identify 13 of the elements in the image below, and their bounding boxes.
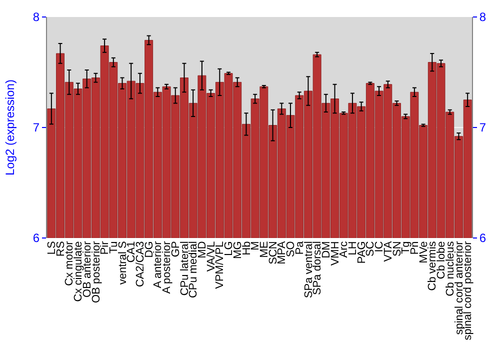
y-tick-label: 6 (32, 231, 40, 246)
y-axis-title: Log2 (expression) (3, 79, 18, 176)
y-tick-label: 7 (32, 120, 40, 135)
x-tick-label: DM (320, 241, 332, 258)
y-tick-label: 8 (32, 10, 40, 24)
x-tick-label: spinal cord posterior (462, 240, 474, 340)
x-tick-label: Pa (294, 240, 306, 255)
x-tick-label: Cb nucleus (444, 240, 456, 296)
x-tick-label: RS (54, 241, 67, 256)
x-tick-label: Tg (400, 241, 412, 254)
y2-tick-label: 6 (479, 231, 486, 246)
y2-tick-label: 7 (479, 120, 486, 135)
y2-tick-label: 8 (479, 10, 486, 24)
